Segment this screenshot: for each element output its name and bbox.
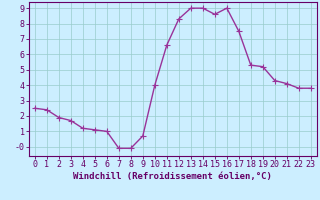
X-axis label: Windchill (Refroidissement éolien,°C): Windchill (Refroidissement éolien,°C) <box>73 172 272 181</box>
